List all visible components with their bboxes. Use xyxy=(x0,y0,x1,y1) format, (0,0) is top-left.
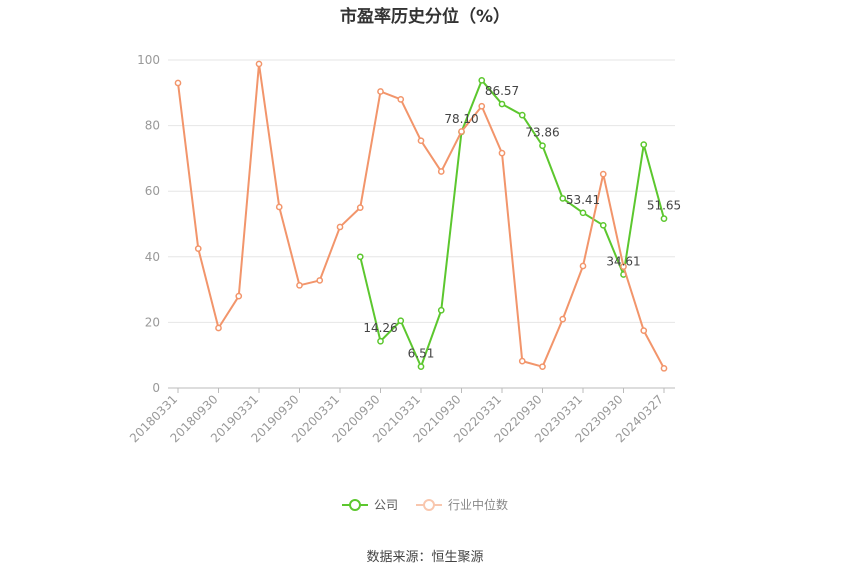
data-point xyxy=(559,195,567,202)
data-point xyxy=(620,263,627,270)
y-tick-label: 0 xyxy=(152,381,160,395)
data-point xyxy=(498,100,506,108)
series-line-0 xyxy=(359,79,665,368)
y-tick-label: 40 xyxy=(145,250,160,264)
legend-item-company[interactable]: 公司 xyxy=(341,496,398,513)
data-point xyxy=(417,137,425,145)
data-label: 6.51 xyxy=(408,347,435,361)
data-label: 14.26 xyxy=(363,321,397,335)
data-point xyxy=(498,149,506,157)
legend: 公司 行业中位数 xyxy=(0,496,850,513)
data-point xyxy=(518,357,526,365)
data-point xyxy=(356,204,364,211)
data-point xyxy=(397,317,405,325)
data-point xyxy=(458,128,465,135)
data-point xyxy=(397,96,405,103)
data-point xyxy=(599,221,607,229)
data-label: 51.65 xyxy=(647,199,681,213)
data-point xyxy=(377,88,384,95)
grid-layer xyxy=(168,59,675,323)
data-point xyxy=(579,262,587,270)
data-point xyxy=(336,223,344,231)
data-point xyxy=(478,76,486,84)
data-point xyxy=(478,102,486,110)
source-note: 数据来源：恒生聚源 xyxy=(366,550,484,565)
data-point xyxy=(640,327,648,334)
data-point xyxy=(417,363,425,370)
data-point xyxy=(316,277,324,284)
data-point xyxy=(599,170,607,178)
data-point xyxy=(194,245,202,252)
legend-company-icon xyxy=(341,498,368,512)
data-label: 86.57 xyxy=(485,84,519,98)
data-label: 73.86 xyxy=(525,126,559,140)
axis-layer: 0204060801002018033120180930201903312019… xyxy=(127,53,675,445)
data-point xyxy=(559,315,567,323)
y-tick-label: 100 xyxy=(137,53,160,67)
y-tick-label: 60 xyxy=(145,184,160,198)
data-point xyxy=(215,324,222,332)
data-point xyxy=(377,337,384,345)
data-point xyxy=(296,281,303,289)
data-point xyxy=(660,364,668,372)
legend-item-industry-median[interactable]: 行业中位数 xyxy=(416,496,508,513)
data-point xyxy=(640,141,648,148)
y-tick-label: 80 xyxy=(145,119,160,133)
data-point xyxy=(356,253,364,261)
data-point xyxy=(579,209,587,217)
legend-industry-median-label: 行业中位数 xyxy=(448,498,509,512)
data-point xyxy=(275,203,283,211)
data-point xyxy=(660,215,668,222)
data-point xyxy=(539,363,546,371)
data-point xyxy=(518,111,526,119)
data-point xyxy=(437,168,445,175)
data-label: 34.61 xyxy=(606,254,640,268)
data-point xyxy=(235,292,243,300)
data-point xyxy=(255,60,263,68)
chart-title: 市盈率历史分位（%） xyxy=(339,7,511,27)
legend-industry-median-icon xyxy=(416,498,442,512)
y-tick-label: 20 xyxy=(145,315,160,329)
data-label-layer: 14.26 6.51 78.10 86.57 73.86 53.41 34.61 51.65 xyxy=(363,84,681,361)
series-layer xyxy=(174,60,668,372)
legend-company-label: 公司 xyxy=(373,498,398,512)
data-point xyxy=(539,142,546,150)
data-point xyxy=(437,306,445,314)
data-label: 53.41 xyxy=(566,193,600,207)
data-point xyxy=(174,79,182,87)
data-label: 78.10 xyxy=(444,112,478,126)
